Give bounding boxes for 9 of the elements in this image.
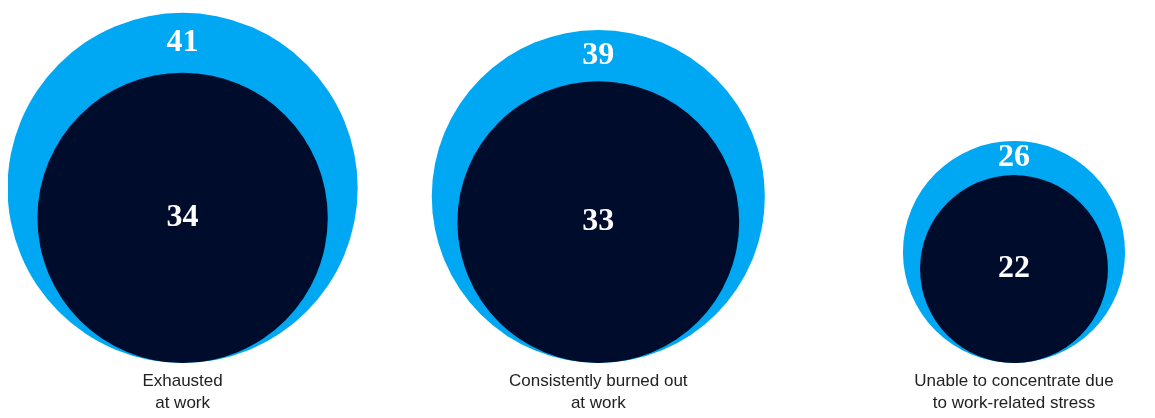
category-label: Exhausted at work xyxy=(142,371,223,413)
data-label: 26 xyxy=(997,137,1030,174)
data-label: 39 xyxy=(582,34,615,71)
category-label: Unable to concentrate due to work-related stress xyxy=(914,371,1114,413)
category-label: Consistently burned out at work xyxy=(508,371,688,413)
data-label: 41 xyxy=(166,22,199,59)
data-label: 34 xyxy=(166,197,199,234)
data-label: 22 xyxy=(997,248,1030,285)
data-label: 33 xyxy=(582,201,615,238)
